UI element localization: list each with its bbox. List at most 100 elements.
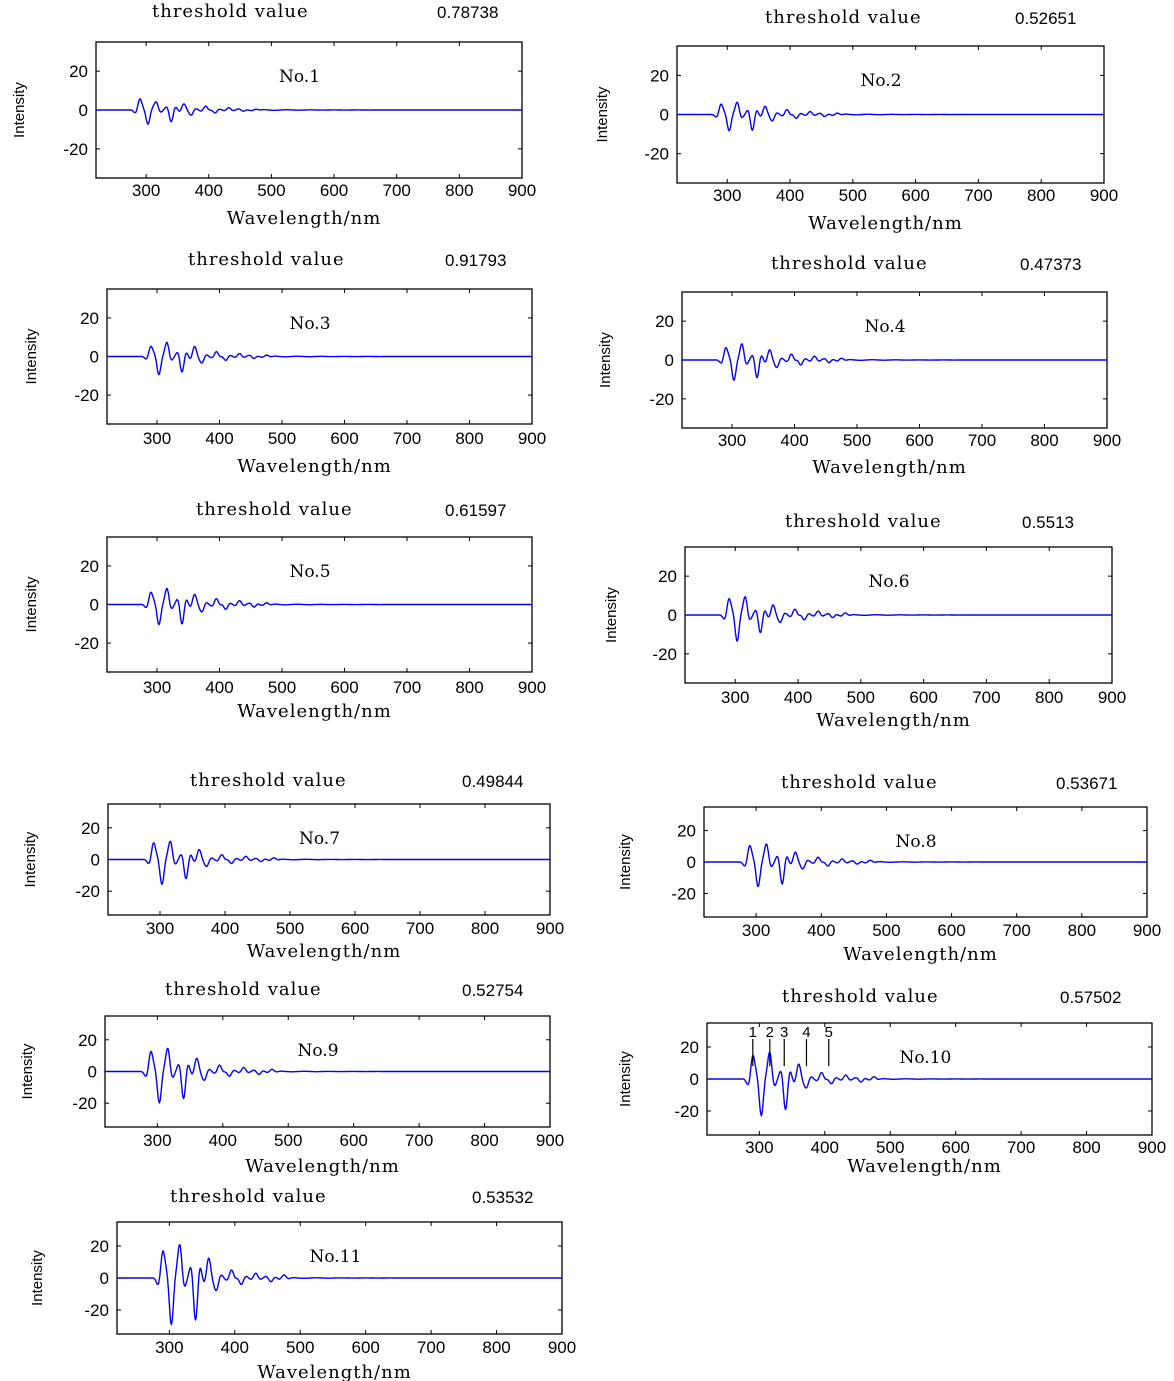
y-tick-label: -20 xyxy=(75,882,100,901)
threshold-label: threshold value xyxy=(782,986,939,1007)
threshold-value: 0.49844 xyxy=(462,772,523,791)
x-tick-label: 700 xyxy=(417,1338,445,1357)
y-tick-label: 20 xyxy=(90,1237,109,1256)
subplot-4: 300 400 500 600 700 800 900 20 0 -20 No.4 threshold… xyxy=(597,253,1121,478)
spectrum-line xyxy=(96,98,522,125)
y-tick-label: 0 xyxy=(660,106,669,125)
threshold-value: 0.53671 xyxy=(1056,774,1117,793)
subplot-6: 300 400 500 600 700 800 900 20 0 -20 No.6 threshold… xyxy=(603,511,1126,731)
y-tick-label: -20 xyxy=(74,634,99,653)
x-tick-label: 600 xyxy=(909,688,937,707)
y-axis-label: Intensity xyxy=(603,587,620,643)
x-tick-label: 600 xyxy=(905,431,933,450)
threshold-label: threshold value xyxy=(152,1,309,22)
y-axis-label: Intensity xyxy=(23,328,40,384)
x-tick-label: 400 xyxy=(205,429,233,448)
x-axis-label: Wavelength/nm xyxy=(816,710,971,731)
x-tick-label: 900 xyxy=(1090,186,1118,205)
y-tick-label: 20 xyxy=(80,557,99,576)
x-tick-label: 700 xyxy=(1003,921,1031,940)
y-tick-label: 0 xyxy=(687,853,696,872)
x-tick-label: 900 xyxy=(536,919,564,938)
x-tick-label: 600 xyxy=(351,1338,379,1357)
threshold-label: threshold value xyxy=(170,1186,327,1207)
threshold-value: 0.52651 xyxy=(1015,9,1076,28)
y-axis-label: Intensity xyxy=(594,86,611,142)
x-tick-label: 700 xyxy=(964,186,992,205)
x-tick-label: 500 xyxy=(843,431,871,450)
threshold-label: threshold value xyxy=(190,770,347,791)
x-tick-label: 400 xyxy=(784,688,812,707)
y-tick-label: -20 xyxy=(671,884,696,903)
x-tick-label: 400 xyxy=(221,1338,249,1357)
x-tick-label: 500 xyxy=(286,1338,314,1357)
x-axis-label: Wavelength/nm xyxy=(247,941,402,962)
subplot-11: 300 400 500 600 700 800 900 20 0 -20 No.11 threshol… xyxy=(29,1186,576,1381)
y-tick-label: -20 xyxy=(652,645,677,664)
x-tick-label: 300 xyxy=(143,678,171,697)
y-axis-label: Intensity xyxy=(597,332,614,388)
x-tick-label: 800 xyxy=(1068,921,1096,940)
threshold-label: threshold value xyxy=(188,249,345,270)
x-tick-label: 600 xyxy=(330,429,358,448)
y-tick-label: 0 xyxy=(79,101,88,120)
subplot-8: 300 400 500 600 700 800 900 20 0 -20 No.8 threshold… xyxy=(617,772,1161,965)
x-tick-label: 400 xyxy=(776,186,804,205)
y-tick-label: 20 xyxy=(81,819,100,838)
x-tick-label: 500 xyxy=(268,429,296,448)
y-tick-label: 0 xyxy=(90,348,99,367)
x-tick-label: 300 xyxy=(745,1138,773,1157)
x-tick-label: 800 xyxy=(1030,431,1058,450)
x-tick-label: 800 xyxy=(445,181,473,200)
y-tick-label: -20 xyxy=(644,145,669,164)
y-tick-label: 20 xyxy=(650,66,669,85)
threshold-label: threshold value xyxy=(765,7,922,28)
threshold-value: 0.53532 xyxy=(472,1188,533,1207)
x-tick-label: 500 xyxy=(839,186,867,205)
x-axis-label: Wavelength/nm xyxy=(812,457,967,478)
y-tick-label: 0 xyxy=(668,606,677,625)
x-tick-label: 400 xyxy=(807,921,835,940)
x-tick-label: 800 xyxy=(1027,186,1055,205)
x-tick-label: 500 xyxy=(872,921,900,940)
threshold-value: 0.52754 xyxy=(462,981,523,1000)
x-tick-label: 900 xyxy=(1133,921,1161,940)
threshold-value: 0.61597 xyxy=(445,501,506,520)
subplot-label: No.1 xyxy=(279,67,320,87)
threshold-value: 0.5513 xyxy=(1022,513,1074,532)
x-tick-label: 900 xyxy=(1138,1138,1166,1157)
x-tick-label: 400 xyxy=(780,431,808,450)
peak-label: 3 xyxy=(780,1024,788,1041)
subplot-label: No.8 xyxy=(896,832,937,852)
x-tick-label: 800 xyxy=(1072,1138,1100,1157)
y-axis-label: Intensity xyxy=(29,1250,46,1306)
y-tick-label: -20 xyxy=(84,1301,109,1320)
y-tick-label: 0 xyxy=(91,851,100,870)
spectrum-line xyxy=(107,341,532,376)
x-tick-label: 300 xyxy=(742,921,770,940)
x-tick-label: 600 xyxy=(339,1131,367,1150)
subplot-label: No.11 xyxy=(310,1247,362,1267)
x-tick-label: 400 xyxy=(205,678,233,697)
x-tick-label: 800 xyxy=(471,919,499,938)
x-tick-label: 800 xyxy=(455,678,483,697)
y-tick-label: -20 xyxy=(63,140,88,159)
threshold-label: threshold value xyxy=(781,772,938,793)
x-tick-label: 500 xyxy=(276,919,304,938)
x-tick-label: 700 xyxy=(406,919,434,938)
x-tick-label: 700 xyxy=(383,181,411,200)
x-tick-label: 500 xyxy=(268,678,296,697)
subplot-label: No.9 xyxy=(298,1041,339,1061)
x-tick-label: 900 xyxy=(508,181,536,200)
x-tick-label: 300 xyxy=(718,431,746,450)
y-tick-label: -20 xyxy=(74,386,99,405)
subplot-1: 300 400 500 600 700 800 900 20 0 -20 No.1 threshold… xyxy=(11,1,536,229)
x-tick-label: 900 xyxy=(548,1338,576,1357)
x-tick-label: 700 xyxy=(405,1131,433,1150)
y-tick-label: 20 xyxy=(69,62,88,81)
y-axis-label: Intensity xyxy=(617,834,634,890)
y-tick-label: 0 xyxy=(90,596,99,615)
spectrum-line xyxy=(707,1051,1152,1117)
subplot-7: 300 400 500 600 700 800 900 20 0 -20 No.7 threshold… xyxy=(22,770,564,962)
